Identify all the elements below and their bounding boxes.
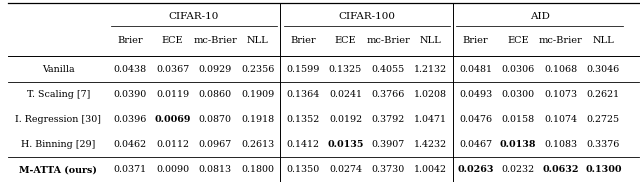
Text: ECE: ECE [508, 36, 529, 46]
Text: 0.0967: 0.0967 [198, 140, 232, 149]
Text: 1.0042: 1.0042 [414, 165, 447, 174]
Text: 0.0367: 0.0367 [156, 65, 189, 74]
Text: 0.1074: 0.1074 [544, 115, 577, 124]
Text: 0.0476: 0.0476 [459, 115, 492, 124]
Text: 0.0241: 0.0241 [329, 90, 362, 99]
Text: 0.0069: 0.0069 [154, 115, 191, 124]
Text: 0.0462: 0.0462 [113, 140, 147, 149]
Text: CIFAR-100: CIFAR-100 [338, 12, 396, 21]
Text: 0.0396: 0.0396 [113, 115, 147, 124]
Text: 0.1325: 0.1325 [329, 65, 362, 74]
Text: 0.2725: 0.2725 [587, 115, 620, 124]
Text: 1.4232: 1.4232 [414, 140, 447, 149]
Text: NLL: NLL [593, 36, 614, 46]
Text: I. Regression [30]: I. Regression [30] [15, 115, 101, 124]
Text: Brier: Brier [463, 36, 488, 46]
Text: T. Scaling [7]: T. Scaling [7] [26, 90, 90, 99]
Text: 1.2132: 1.2132 [414, 65, 447, 74]
Text: ECE: ECE [335, 36, 356, 46]
Text: 1.0208: 1.0208 [414, 90, 447, 99]
Text: 0.2356: 0.2356 [241, 65, 275, 74]
Text: 0.0870: 0.0870 [198, 115, 232, 124]
Text: mc-Brier: mc-Brier [539, 36, 582, 46]
Text: Brier: Brier [290, 36, 316, 46]
Text: 0.3376: 0.3376 [587, 140, 620, 149]
Text: 0.1412: 0.1412 [286, 140, 319, 149]
Text: 0.0300: 0.0300 [502, 90, 535, 99]
Text: 0.0158: 0.0158 [502, 115, 535, 124]
Text: 0.1350: 0.1350 [286, 165, 319, 174]
Text: H. Binning [29]: H. Binning [29] [21, 140, 95, 149]
Text: 0.0306: 0.0306 [502, 65, 535, 74]
Text: AID: AID [529, 12, 550, 21]
Text: NLL: NLL [247, 36, 269, 46]
Text: 0.3792: 0.3792 [371, 115, 404, 124]
Text: 0.1599: 0.1599 [286, 65, 319, 74]
Text: 0.2621: 0.2621 [587, 90, 620, 99]
Text: 0.1364: 0.1364 [286, 90, 319, 99]
Text: 0.1068: 0.1068 [544, 65, 577, 74]
Text: 0.0371: 0.0371 [113, 165, 147, 174]
Text: 0.1800: 0.1800 [241, 165, 275, 174]
Text: 0.1352: 0.1352 [286, 115, 319, 124]
Text: 0.0274: 0.0274 [329, 165, 362, 174]
Text: 0.0632: 0.0632 [543, 165, 579, 174]
Text: 0.0493: 0.0493 [459, 90, 492, 99]
Text: 0.0467: 0.0467 [459, 140, 492, 149]
Text: NLL: NLL [420, 36, 442, 46]
Text: 0.1300: 0.1300 [585, 165, 621, 174]
Text: 0.0390: 0.0390 [113, 90, 147, 99]
Text: mc-Brier: mc-Brier [193, 36, 237, 46]
Text: Brier: Brier [117, 36, 143, 46]
Text: 0.3730: 0.3730 [371, 165, 404, 174]
Text: CIFAR-10: CIFAR-10 [169, 12, 219, 21]
Text: 0.3766: 0.3766 [371, 90, 404, 99]
Text: 0.0438: 0.0438 [113, 65, 147, 74]
Text: 0.0119: 0.0119 [156, 90, 189, 99]
Text: 0.0090: 0.0090 [156, 165, 189, 174]
Text: 0.0929: 0.0929 [198, 65, 232, 74]
Text: 1.0471: 1.0471 [414, 115, 447, 124]
Text: 0.4055: 0.4055 [371, 65, 404, 74]
Text: 0.1918: 0.1918 [241, 115, 275, 124]
Text: 0.0813: 0.0813 [198, 165, 232, 174]
Text: 0.1073: 0.1073 [544, 90, 577, 99]
Text: 0.0481: 0.0481 [459, 65, 492, 74]
Text: M-ATTA (ours): M-ATTA (ours) [19, 165, 97, 174]
Text: 0.0232: 0.0232 [502, 165, 535, 174]
Text: 0.3907: 0.3907 [371, 140, 404, 149]
Text: 0.0138: 0.0138 [500, 140, 536, 149]
Text: 0.1083: 0.1083 [544, 140, 577, 149]
Text: 0.0135: 0.0135 [327, 140, 364, 149]
Text: 0.2613: 0.2613 [241, 140, 275, 149]
Text: 0.0192: 0.0192 [329, 115, 362, 124]
Text: 0.0112: 0.0112 [156, 140, 189, 149]
Text: Vanilla: Vanilla [42, 65, 74, 74]
Text: mc-Brier: mc-Brier [366, 36, 410, 46]
Text: 0.0263: 0.0263 [458, 165, 494, 174]
Text: 0.0860: 0.0860 [198, 90, 232, 99]
Text: 0.1909: 0.1909 [241, 90, 275, 99]
Text: 0.3046: 0.3046 [587, 65, 620, 74]
Text: ECE: ECE [162, 36, 184, 46]
